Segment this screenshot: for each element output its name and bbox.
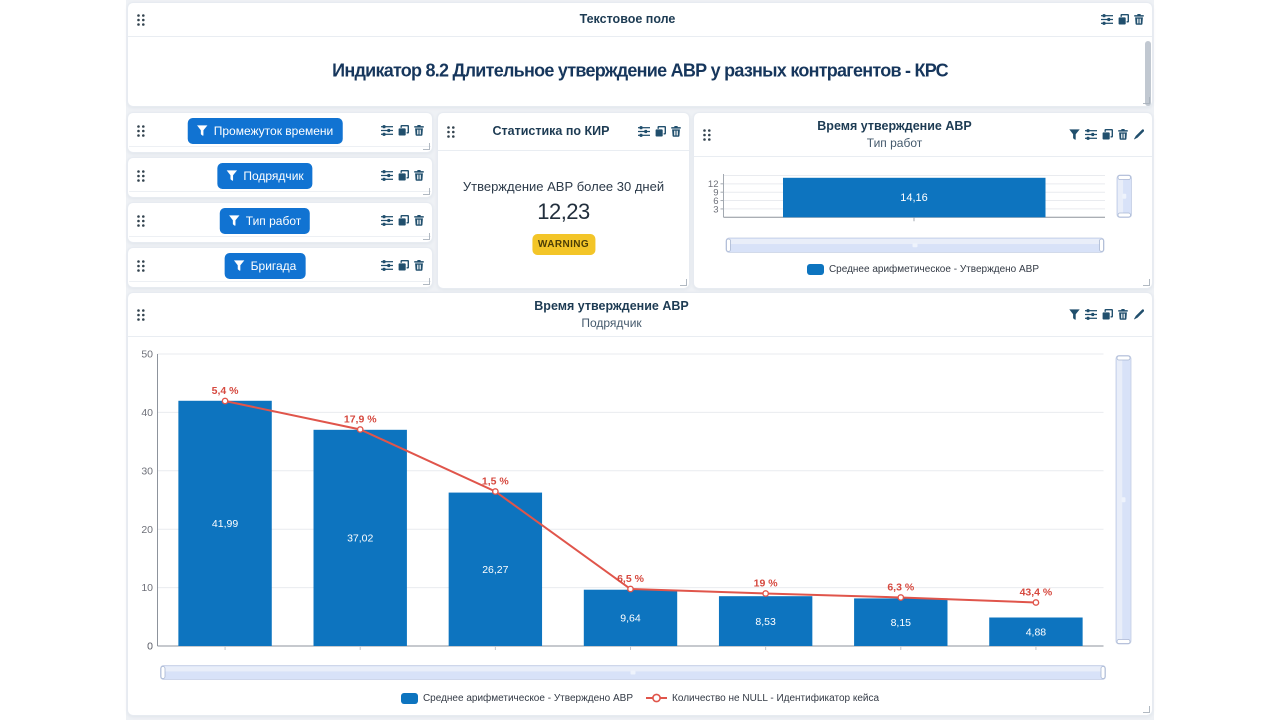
svg-text:41,99: 41,99 bbox=[212, 518, 238, 530]
svg-text:6: 6 bbox=[713, 196, 718, 207]
svg-text:3: 3 bbox=[713, 204, 718, 215]
svg-text:4,88: 4,88 bbox=[1026, 627, 1047, 639]
svg-text:6,3 %: 6,3 % bbox=[887, 582, 915, 594]
svg-text:8,53: 8,53 bbox=[755, 616, 776, 628]
svg-text:10: 10 bbox=[141, 582, 153, 594]
svg-text:5,4 %: 5,4 % bbox=[212, 385, 240, 397]
svg-text:20: 20 bbox=[141, 524, 153, 536]
svg-text:30: 30 bbox=[141, 465, 153, 477]
svg-text:26,27: 26,27 bbox=[482, 564, 508, 576]
svg-text:9,64: 9,64 bbox=[620, 613, 641, 625]
svg-text:50: 50 bbox=[141, 349, 153, 361]
svg-text:43,4 %: 43,4 % bbox=[1020, 587, 1053, 599]
svg-text:6,5 %: 6,5 % bbox=[617, 573, 645, 585]
svg-text:40: 40 bbox=[141, 407, 153, 419]
svg-text:17,9 %: 17,9 % bbox=[344, 414, 377, 426]
svg-text:8,15: 8,15 bbox=[891, 617, 912, 629]
svg-text:9: 9 bbox=[713, 188, 718, 199]
svg-text:19 %: 19 % bbox=[754, 578, 779, 590]
svg-text:0: 0 bbox=[147, 641, 153, 653]
svg-text:12: 12 bbox=[708, 179, 719, 190]
svg-text:37,02: 37,02 bbox=[347, 533, 373, 545]
svg-text:1,5 %: 1,5 % bbox=[482, 476, 510, 488]
svg-text:14,16: 14,16 bbox=[900, 192, 928, 204]
svg-text:0: 0 bbox=[147, 641, 153, 653]
